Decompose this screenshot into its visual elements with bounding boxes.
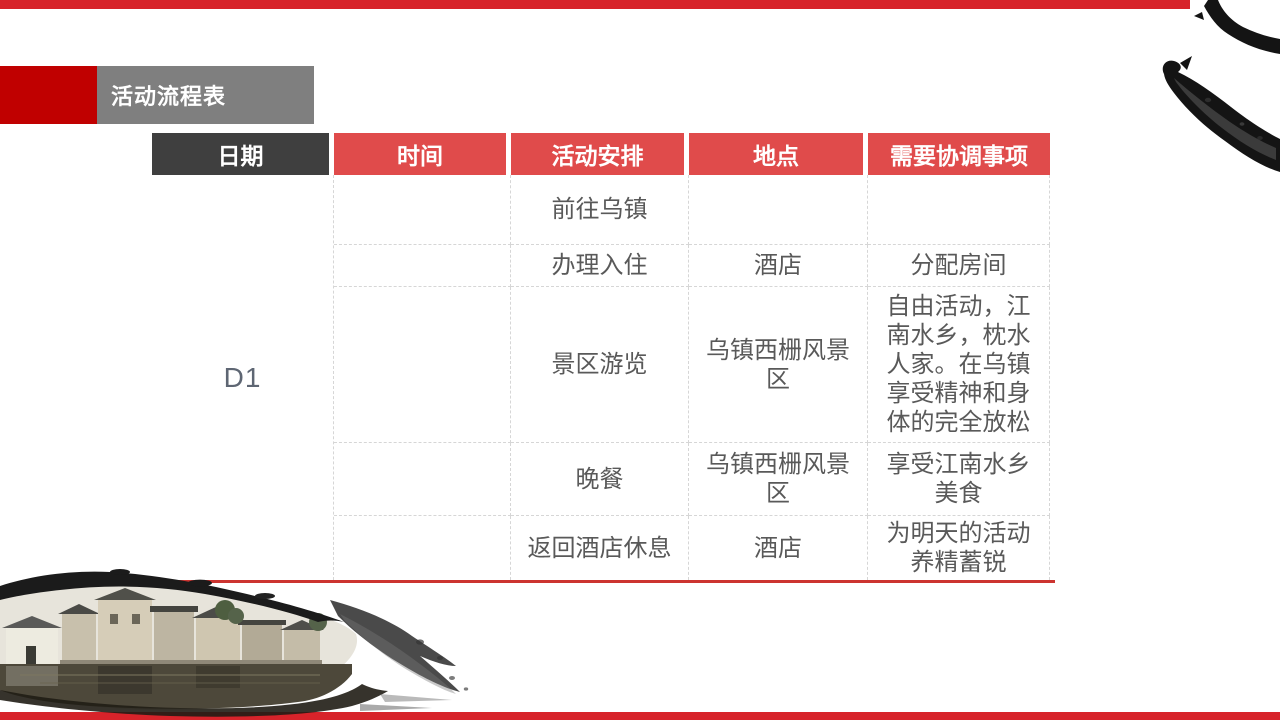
table-bottom-rule: [150, 580, 1055, 583]
cell-activity: 景区游览: [511, 287, 689, 443]
cell-activity: 前往乌镇: [511, 175, 689, 245]
cell-location: 酒店: [689, 245, 868, 287]
header-coordination: 需要协调事项: [868, 133, 1050, 175]
top-accent-bar: [0, 0, 1190, 9]
cell-coordination: 享受江南水乡美食: [868, 443, 1050, 516]
cell-location: 乌镇西栅风景区: [689, 287, 868, 443]
page-title: 活动流程表: [97, 66, 314, 124]
schedule-table: 日期 时间 活动安排 地点 需要协调事项 D1 前往乌镇 办理入住 酒店 分配房…: [152, 133, 1050, 580]
header-activity: 活动安排: [511, 133, 689, 175]
header-date: 日期: [152, 133, 334, 175]
cell-activity: 晚餐: [511, 443, 689, 516]
title-block: 活动流程表: [0, 66, 314, 124]
cell-location: 乌镇西栅风景区: [689, 443, 868, 516]
cell-coordination: 分配房间: [868, 245, 1050, 287]
cell-time: [334, 516, 511, 580]
title-accent-square: [0, 66, 97, 124]
cell-time: [334, 443, 511, 516]
header-location: 地点: [689, 133, 868, 175]
cell-location: 酒店: [689, 516, 868, 580]
cell-time: [334, 175, 511, 245]
cell-time: [334, 245, 511, 287]
bottom-accent-bar: [0, 712, 1280, 720]
cell-activity: 返回酒店休息: [511, 516, 689, 580]
cell-time: [334, 287, 511, 443]
cell-activity: 办理入住: [511, 245, 689, 287]
cell-coordination: 为明天的活动养精蓄锐: [868, 516, 1050, 580]
cell-location: [689, 175, 868, 245]
bottom-left-ink-wash-painting: [0, 569, 469, 717]
header-time: 时间: [334, 133, 511, 175]
cell-coordination: [868, 175, 1050, 245]
top-right-ink-brush-art: [1162, 0, 1280, 173]
day-label: D1: [152, 175, 334, 580]
cell-coordination: 自由活动，江南水乡，枕水人家。在乌镇享受精神和身体的完全放松: [868, 287, 1050, 443]
